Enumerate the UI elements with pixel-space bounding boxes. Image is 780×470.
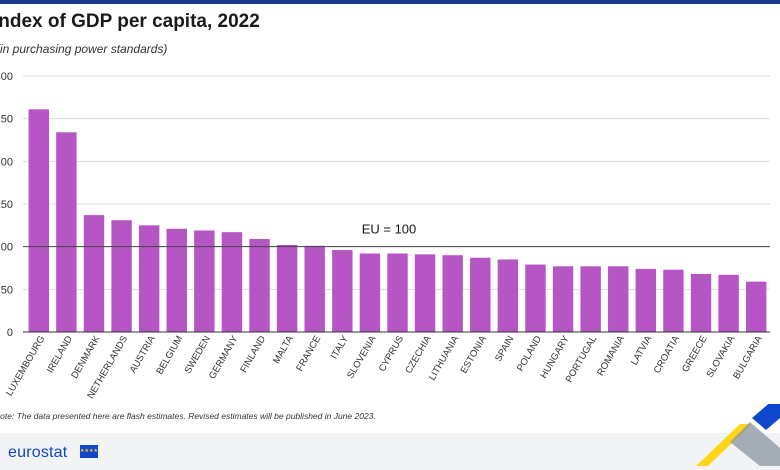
x-tick-label: ESTONIA [459, 333, 490, 375]
x-tick-label: ROMANIA [595, 333, 627, 377]
footnote: Note: The data presented here are flash … [0, 411, 376, 421]
bar-croatia [663, 269, 684, 332]
y-tick-label: 300 [0, 71, 13, 83]
x-tick-label: CZECHIA [403, 333, 434, 375]
bar-chart: 0 50 100 150 200 250 300 LUXEMBOURGIRELANDDENM… [0, 71, 770, 401]
bar-malta [276, 244, 298, 332]
x-tick-label: FRANCE [294, 334, 323, 373]
bar-latvia [635, 268, 657, 332]
bar-poland [525, 264, 546, 332]
x-tick-label: AUSTRIA [128, 333, 158, 375]
y-tick-label: 250 [0, 114, 13, 126]
y-tick-label: 0 [7, 327, 13, 339]
x-tick-label: POLAND [515, 334, 544, 373]
x-tick-label: LUXEMBOURG [4, 334, 47, 398]
bar-spain [497, 259, 519, 332]
eu-flag-icon: ★★★★ [80, 445, 98, 458]
footer-bar: eurostat ★★★★ [0, 404, 780, 470]
x-tick-label: MALTA [271, 333, 296, 365]
y-tick-label: 150 [0, 199, 13, 211]
eurostat-logo[interactable]: eurostat [8, 444, 68, 461]
x-tick-label: ITALY [329, 333, 351, 361]
bar-estonia [470, 257, 491, 332]
bar-hungary [552, 266, 574, 332]
bar-sweden [194, 230, 215, 332]
bar-italy [332, 250, 353, 332]
bar-netherlands [111, 220, 132, 332]
x-tick-label: CROATIA [652, 333, 683, 375]
y-tick-label: 50 [1, 284, 13, 296]
chart-subtitle: (in purchasing power standards) [0, 42, 168, 56]
bar-france [304, 245, 325, 332]
bar-slovakia [718, 274, 739, 332]
bar-romania [608, 266, 629, 332]
bar-greece [690, 273, 712, 332]
y-axis-ticks: 0 50 100 150 200 250 300 [0, 71, 13, 339]
bar-finland [249, 238, 270, 332]
x-tick-label: CYPRUS [377, 334, 406, 374]
bar-austria [138, 225, 160, 332]
chart-title: Index of GDP per capita, 2022 [0, 11, 260, 32]
x-tick-label: IRELAND [45, 334, 75, 375]
reference-line-label: EU = 100 [362, 222, 417, 237]
x-tick-label: SWEDEN [183, 334, 213, 376]
brand-ribbon-icon [696, 404, 780, 466]
x-tick-label: BELGIUM [154, 334, 185, 377]
bar-lithuania [442, 255, 463, 332]
bar-portugal [580, 266, 601, 332]
bar-bulgaria [745, 281, 767, 332]
bar-czechia [414, 254, 436, 332]
x-tick-label: GREECE [680, 334, 710, 374]
bar-cyprus [387, 253, 408, 332]
y-tick-label: 100 [0, 242, 13, 254]
bar-luxembourg [28, 109, 50, 332]
bar-belgium [166, 228, 187, 332]
y-tick-label: 200 [0, 156, 13, 168]
x-tick-label: SPAIN [493, 334, 516, 364]
x-axis-labels: LUXEMBOURGIRELANDDENMARKNETHERLANDSAUSTR… [4, 333, 765, 400]
x-tick-label: FINLAND [238, 334, 268, 375]
top-accent-bar [0, 0, 780, 4]
bar-denmark [83, 215, 105, 332]
bar-germany [221, 232, 243, 332]
bar-slovenia [359, 253, 381, 332]
bars [28, 109, 767, 332]
bar-ireland [56, 132, 77, 332]
x-tick-label: LATVIA [629, 333, 655, 367]
